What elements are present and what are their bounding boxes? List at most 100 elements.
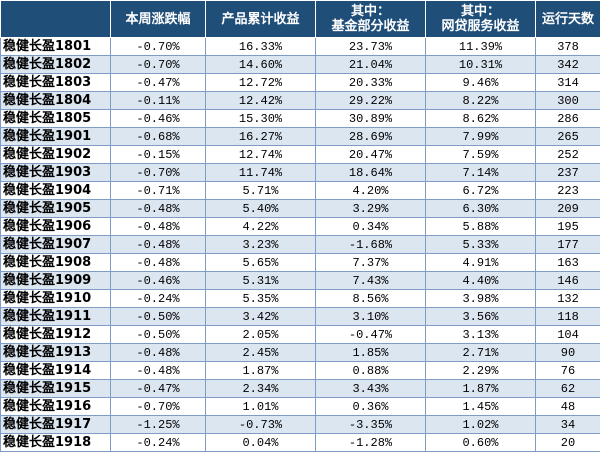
value-cell: 20 (536, 434, 600, 452)
value-cell: 3.13% (426, 326, 536, 344)
value-cell: 3.29% (316, 200, 426, 218)
value-cell: -0.70% (111, 38, 206, 56)
value-cell: 104 (536, 326, 600, 344)
value-cell: -0.48% (111, 236, 206, 254)
value-cell: 2.05% (206, 326, 316, 344)
table-row: 稳健长盈1907-0.48%3.23%-1.68%5.33%177 (1, 236, 600, 254)
value-cell: 163 (536, 254, 600, 272)
name-cell: 稳健长盈1916 (1, 398, 111, 416)
value-cell: 2.34% (206, 380, 316, 398)
name-cell: 稳健长盈1901 (1, 128, 111, 146)
value-cell: -0.68% (111, 128, 206, 146)
value-cell: 195 (536, 218, 600, 236)
name-cell: 稳健长盈1906 (1, 218, 111, 236)
header-text: 运行天数 (542, 12, 594, 27)
header-text: 其中： (351, 4, 390, 19)
page: 本周涨跌幅产品累计收益 其中：基金部分收益其中： 网贷服务收益 运行天数 稳健长盈18… (0, 0, 600, 434)
value-cell: 118 (536, 308, 600, 326)
value-cell: -0.70% (111, 164, 206, 182)
table-row: 稳健长盈1902-0.15%12.74%20.47%7.59%252 (1, 146, 600, 164)
value-cell: -0.48% (111, 344, 206, 362)
value-cell: 3.56% (426, 308, 536, 326)
value-cell: 2.45% (206, 344, 316, 362)
value-cell: 12.72% (206, 74, 316, 92)
value-cell: 90 (536, 344, 600, 362)
name-cell: 稳健长盈1908 (1, 254, 111, 272)
header-text: 网贷服务收益 (441, 19, 519, 34)
table-row: 稳健长盈1918-0.24%0.04%-1.28%0.60%20 (1, 434, 600, 452)
value-cell: 3.23% (206, 236, 316, 254)
value-cell: 7.99% (426, 128, 536, 146)
value-cell: -0.24% (111, 434, 206, 452)
value-cell: 4.40% (426, 272, 536, 290)
value-cell: 177 (536, 236, 600, 254)
name-cell: 稳健长盈1803 (1, 74, 111, 92)
table-row: 稳健长盈1802-0.70%14.60%21.04%10.31%342 (1, 56, 600, 74)
value-cell: -0.48% (111, 200, 206, 218)
table-row: 稳健长盈1911-0.50%3.42%3.10%3.56%118 (1, 308, 600, 326)
name-cell: 稳健长盈1914 (1, 362, 111, 380)
value-cell: 1.45% (426, 398, 536, 416)
value-cell: 1.87% (206, 362, 316, 380)
name-cell: 稳健长盈1913 (1, 344, 111, 362)
value-cell: 286 (536, 110, 600, 128)
name-cell: 稳健长盈1903 (1, 164, 111, 182)
table-row: 稳健长盈1915-0.47%2.34%3.43%1.87%62 (1, 380, 600, 398)
value-cell: 76 (536, 362, 600, 380)
name-cell: 稳健长盈1910 (1, 290, 111, 308)
value-cell: -0.48% (111, 254, 206, 272)
value-cell: 146 (536, 272, 600, 290)
header-cell: 产品累计收益 (206, 1, 316, 38)
header-cell: 其中：基金部分收益 (316, 1, 426, 38)
value-cell: 7.59% (426, 146, 536, 164)
value-cell: 314 (536, 74, 600, 92)
value-cell: 16.33% (206, 38, 316, 56)
name-cell: 稳健长盈1801 (1, 38, 111, 56)
value-cell: -0.70% (111, 56, 206, 74)
value-cell: -0.24% (111, 290, 206, 308)
value-cell: -0.48% (111, 218, 206, 236)
value-cell: 11.39% (426, 38, 536, 56)
value-cell: 2.71% (426, 344, 536, 362)
header-cell: 本周涨跌幅 (111, 1, 206, 38)
header-text: 基金部分收益 (331, 19, 409, 34)
value-cell: 6.30% (426, 200, 536, 218)
name-cell: 稳健长盈1804 (1, 92, 111, 110)
name-cell: 稳健长盈1802 (1, 56, 111, 74)
value-cell: -0.46% (111, 110, 206, 128)
table-row: 稳健长盈1908-0.48%5.65%7.37%4.91%163 (1, 254, 600, 272)
value-cell: 28.69% (316, 128, 426, 146)
value-cell: -1.25% (111, 416, 206, 434)
value-cell: 132 (536, 290, 600, 308)
value-cell: 5.65% (206, 254, 316, 272)
value-cell: 3.98% (426, 290, 536, 308)
table-row: 稳健长盈1805-0.46%15.30%30.89%8.62%286 (1, 110, 600, 128)
value-cell: 5.71% (206, 182, 316, 200)
name-cell: 稳健长盈1905 (1, 200, 111, 218)
name-cell: 稳健长盈1915 (1, 380, 111, 398)
value-cell: 1.02% (426, 416, 536, 434)
value-cell: 5.40% (206, 200, 316, 218)
table-row: 稳健长盈1914-0.48%1.87%0.88%2.29%76 (1, 362, 600, 380)
value-cell: 4.91% (426, 254, 536, 272)
name-cell: 稳健长盈1911 (1, 308, 111, 326)
value-cell: 0.60% (426, 434, 536, 452)
table-row: 稳健长盈1901-0.68%16.27%28.69%7.99%265 (1, 128, 600, 146)
value-cell: -0.48% (111, 362, 206, 380)
table-row: 稳健长盈1801-0.70%16.33%23.73%11.39%378 (1, 38, 600, 56)
value-cell: 342 (536, 56, 600, 74)
value-cell: -0.47% (111, 74, 206, 92)
header-text: 产品累计收益 (221, 12, 299, 27)
table-row: 稳健长盈1904-0.71%5.71%4.20%6.72%223 (1, 182, 600, 200)
value-cell: 4.22% (206, 218, 316, 236)
value-cell: -0.46% (111, 272, 206, 290)
value-cell: 5.33% (426, 236, 536, 254)
header-cell (1, 1, 111, 38)
value-cell: 1.85% (316, 344, 426, 362)
value-cell: 23.73% (316, 38, 426, 56)
value-cell: 20.47% (316, 146, 426, 164)
value-cell: 209 (536, 200, 600, 218)
value-cell: 7.37% (316, 254, 426, 272)
